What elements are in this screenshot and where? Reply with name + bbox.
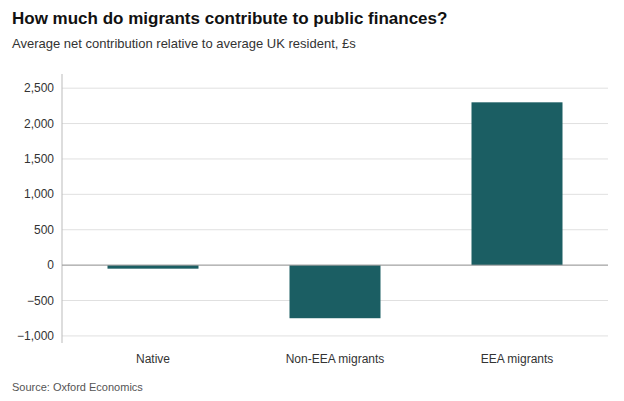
y-tick-label: 500 — [34, 223, 54, 237]
grid-line — [62, 265, 608, 266]
y-axis: −1,000 −500 0 500 1,000 1,500 2,000 2,500 — [17, 81, 54, 343]
y-tick-label: 0 — [47, 258, 54, 272]
source: Source: Oxford Economics — [12, 381, 143, 393]
y-tick-label: 2,500 — [24, 81, 54, 95]
y-tick-label: 1,000 — [24, 187, 54, 201]
bar — [472, 102, 563, 265]
y-axis-line — [62, 74, 63, 343]
x-tick-label: EEA migrants — [481, 352, 554, 366]
y-tick-label: 1,500 — [24, 152, 54, 166]
chart-container: How much do migrants contribute to publi… — [0, 0, 624, 401]
grid — [62, 88, 608, 336]
chart-svg: How much do migrants contribute to publi… — [0, 0, 624, 401]
bar — [108, 265, 199, 269]
bars — [108, 102, 563, 318]
x-axis: Native Non-EEA migrants EEA migrants — [136, 352, 553, 366]
zero-line — [62, 265, 608, 266]
x-tick-label: Native — [136, 352, 170, 366]
y-tick-label: 2,000 — [24, 117, 54, 131]
title: How much do migrants contribute to publi… — [12, 9, 447, 28]
y-tick-label: −500 — [27, 294, 54, 308]
bar — [290, 265, 381, 318]
subtitle: Average net contribution relative to ave… — [12, 36, 356, 51]
grid-line — [62, 88, 608, 89]
x-tick-label: Non-EEA migrants — [286, 352, 385, 366]
grid-line — [62, 335, 608, 336]
y-tick-label: −1,000 — [17, 329, 54, 343]
